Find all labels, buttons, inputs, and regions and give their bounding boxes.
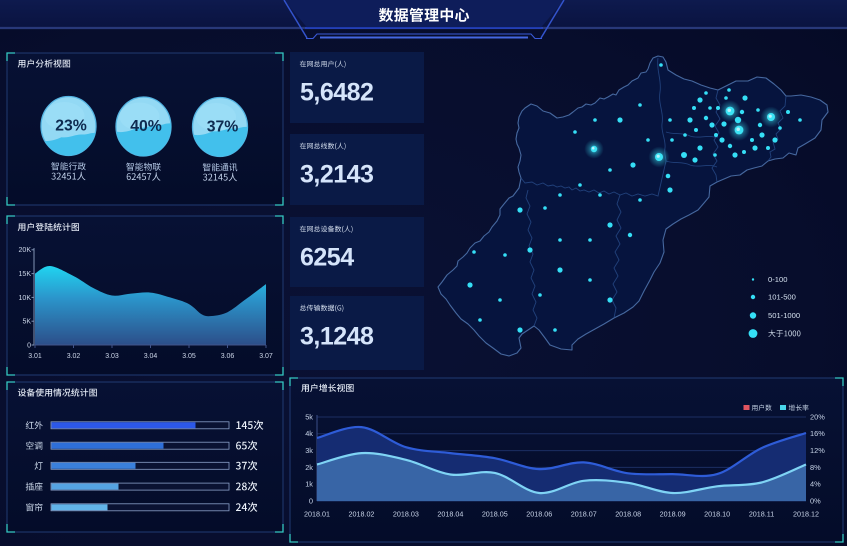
svg-text:5,6482: 5,6482 (300, 79, 373, 107)
svg-text:3.02: 3.02 (67, 353, 81, 360)
svg-text:2018.12: 2018.12 (793, 510, 819, 519)
svg-text:2018.07: 2018.07 (571, 510, 597, 519)
svg-text:0-100: 0-100 (768, 275, 787, 284)
svg-text:0: 0 (309, 496, 313, 505)
svg-text:8%: 8% (810, 463, 821, 472)
svg-text:2018.09: 2018.09 (660, 510, 686, 519)
svg-text:12%: 12% (810, 446, 825, 455)
svg-text:2018.02: 2018.02 (348, 510, 374, 519)
svg-text:2018.08: 2018.08 (615, 510, 641, 519)
svg-text:3k: 3k (305, 446, 313, 455)
svg-text:2018.11: 2018.11 (749, 510, 774, 519)
svg-text:3.01: 3.01 (28, 353, 42, 360)
svg-text:3,1248: 3,1248 (300, 323, 374, 351)
svg-text:10K: 10K (19, 295, 32, 302)
svg-text:2018.05: 2018.05 (482, 510, 508, 519)
svg-text:3.05: 3.05 (182, 353, 196, 360)
svg-text:3.03: 3.03 (105, 353, 119, 360)
svg-text:4%: 4% (810, 480, 821, 489)
svg-text:2018.04: 2018.04 (437, 510, 463, 519)
svg-text:2018.10: 2018.10 (704, 510, 730, 519)
svg-text:501-1000: 501-1000 (768, 311, 800, 320)
svg-text:15K: 15K (19, 271, 32, 278)
svg-text:5k: 5k (305, 412, 313, 421)
svg-text:2k: 2k (305, 463, 313, 472)
svg-text:101-500: 101-500 (768, 293, 796, 302)
svg-text:23%: 23% (55, 117, 87, 134)
svg-text:2018.01: 2018.01 (304, 510, 330, 519)
svg-text:20%: 20% (810, 412, 825, 421)
svg-text:5K: 5K (22, 319, 31, 326)
svg-text:20K: 20K (19, 247, 32, 254)
svg-text:1k: 1k (305, 480, 313, 489)
svg-text:0%: 0% (810, 496, 821, 505)
svg-text:37%: 37% (207, 118, 239, 135)
svg-text:16%: 16% (810, 429, 825, 438)
svg-text:3.04: 3.04 (144, 353, 158, 360)
svg-text:0: 0 (27, 342, 31, 349)
svg-text:40%: 40% (130, 118, 162, 135)
svg-text:3.06: 3.06 (221, 353, 235, 360)
svg-text:6254: 6254 (300, 244, 354, 272)
svg-text:4k: 4k (305, 429, 313, 438)
svg-text:3.07: 3.07 (259, 353, 273, 360)
svg-text:2018.03: 2018.03 (393, 510, 419, 519)
svg-text:3,2143: 3,2143 (300, 161, 373, 189)
svg-text:2018.06: 2018.06 (526, 510, 552, 519)
